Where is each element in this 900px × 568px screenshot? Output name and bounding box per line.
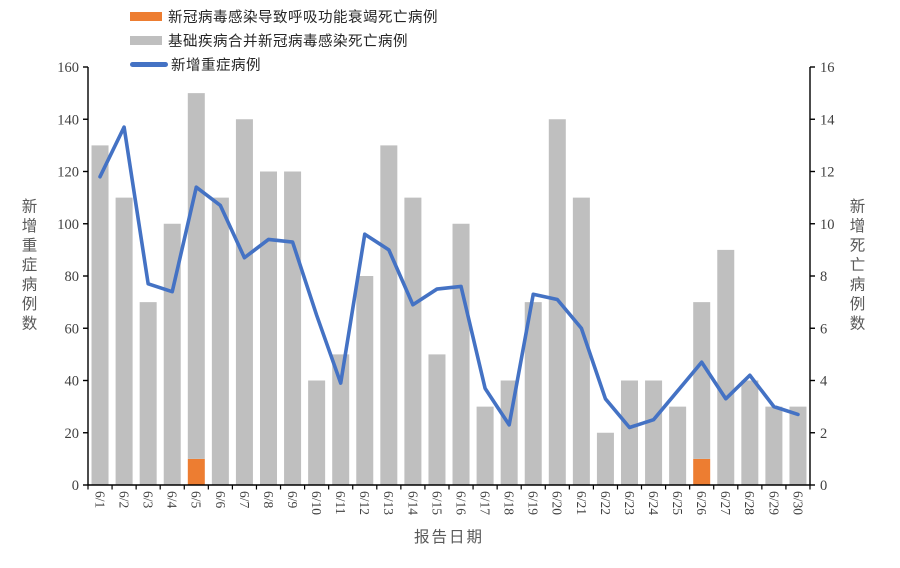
death-bar-segment [115,197,133,486]
right-axis-title: 新增死亡病例数 [847,198,865,335]
legend: 新冠病毒感染导致呼吸功能衰竭死亡病例 基础疾病合并新冠病毒感染死亡病例 新增重症… [130,8,438,74]
left-axis-tick-label: 0 [72,478,79,494]
death-bar-segment [476,406,494,486]
right-axis-tick-label: 16 [820,60,835,76]
death-bar-segment [139,302,157,486]
legend-swatch-blue-line [130,62,168,67]
x-axis-category-label: 6/17 [478,491,493,515]
death-bar-segment [572,197,590,486]
death-bar-segment [187,458,205,486]
x-axis-category-label: 6/7 [237,491,252,509]
x-axis-category-label: 6/18 [502,491,517,515]
left-axis-title: 新增重症病例数 [19,198,37,335]
x-axis-category-label: 6/4 [165,491,180,509]
legend-swatch-gray-bar [130,36,162,45]
x-axis-category-label: 6/19 [526,491,541,515]
death-bar-segment [211,197,229,486]
x-axis-category-label: 6/29 [766,491,781,515]
x-axis-category-label: 6/9 [285,491,300,509]
death-bar-segment [669,406,687,486]
left-axis-tick-label: 100 [57,217,79,233]
x-axis-category-label: 6/10 [309,491,324,515]
x-axis-category-label: 6/11 [333,491,348,515]
legend-label: 新增重症病例 [171,58,261,74]
death-bar-segment [356,276,374,485]
right-axis-tick-label: 6 [820,321,827,337]
left-axis-tick-label: 40 [65,374,80,390]
x-axis-category-label: 6/26 [694,491,709,515]
death-bar-segment [235,119,253,485]
death-bar-segment [765,406,783,486]
legend-swatch-orange-bar [130,12,162,21]
death-bar-segment [524,302,542,486]
left-axis-tick-label: 20 [65,426,80,442]
x-axis-category-label: 6/25 [670,491,685,515]
death-bar-segment [332,354,350,486]
death-bar-segment [621,380,638,485]
death-bar-segment [789,406,807,486]
death-bar-segment [308,380,326,485]
legend-item-respiratory-failure-deaths: 新冠病毒感染导致呼吸功能衰竭死亡病例 [130,8,438,26]
death-bar-segment [404,197,422,486]
right-axis-tick-label: 12 [820,165,835,181]
severe-cases-line [98,125,800,430]
left-axis-tick-label: 140 [57,112,79,128]
x-axis-category-label: 6/5 [189,491,204,509]
left-axis-tick-label: 120 [57,165,79,181]
death-bar-segment [741,380,759,485]
x-axis-category-label: 6/27 [718,491,733,515]
right-axis-tick-label: 10 [820,217,835,233]
x-axis-category-label: 6/1 [92,491,107,508]
x-axis-category-label: 6/22 [598,491,613,515]
left-axis-tick-label: 60 [65,321,80,337]
x-axis-category-label: 6/2 [117,491,132,508]
x-axis-category-label: 6/23 [622,491,637,515]
legend-label: 基础疾病合并新冠病毒感染死亡病例 [168,34,408,50]
death-bar-segment [91,145,109,486]
death-bar-segment [187,93,205,459]
death-bar-segment [693,458,711,486]
x-axis-title: 报告日期 [413,529,484,546]
x-axis-category-label: 6/28 [742,491,757,515]
death-bar-segment [693,302,711,459]
death-bar-segment [284,171,302,485]
x-axis-category-label: 6/6 [213,491,228,509]
death-bar-segment [596,432,614,485]
x-axis-category-label: 6/15 [429,491,444,515]
x-axis-category-label: 6/24 [646,491,661,515]
death-bar-segment [428,354,446,486]
right-axis-tick-label: 2 [820,426,827,442]
x-axis-category-label: 6/14 [405,491,420,515]
x-axis-category-label: 6/20 [550,491,565,515]
left-axis-tick-label: 160 [57,60,79,76]
right-axis-tick-label: 14 [820,112,835,128]
legend-item-underlying-disease-deaths: 基础疾病合并新冠病毒感染死亡病例 [130,32,438,50]
death-bar-segment [717,249,735,486]
right-axis-tick-label: 8 [820,269,827,285]
x-axis-category-label: 6/21 [574,491,589,515]
death-bar-segment [380,145,398,486]
death-bar-segment [260,171,277,485]
left-axis-tick-label: 80 [65,269,80,285]
death-bar-segment [645,380,663,485]
legend-label: 新冠病毒感染导致呼吸功能衰竭死亡病例 [168,10,438,26]
legend-item-severe-cases: 新增重症病例 [130,56,438,74]
x-axis-category-label: 6/8 [261,491,276,509]
x-axis-category-label: 6/16 [453,491,468,515]
x-axis-category-label: 6/12 [357,491,372,515]
x-axis-category-label: 6/30 [790,491,805,515]
x-axis-category-label: 6/3 [141,491,156,509]
death-bar-segment [452,223,470,485]
right-axis-tick-label: 4 [820,374,828,390]
x-axis-category-label: 6/13 [381,491,396,515]
right-axis-tick-label: 0 [820,478,827,494]
